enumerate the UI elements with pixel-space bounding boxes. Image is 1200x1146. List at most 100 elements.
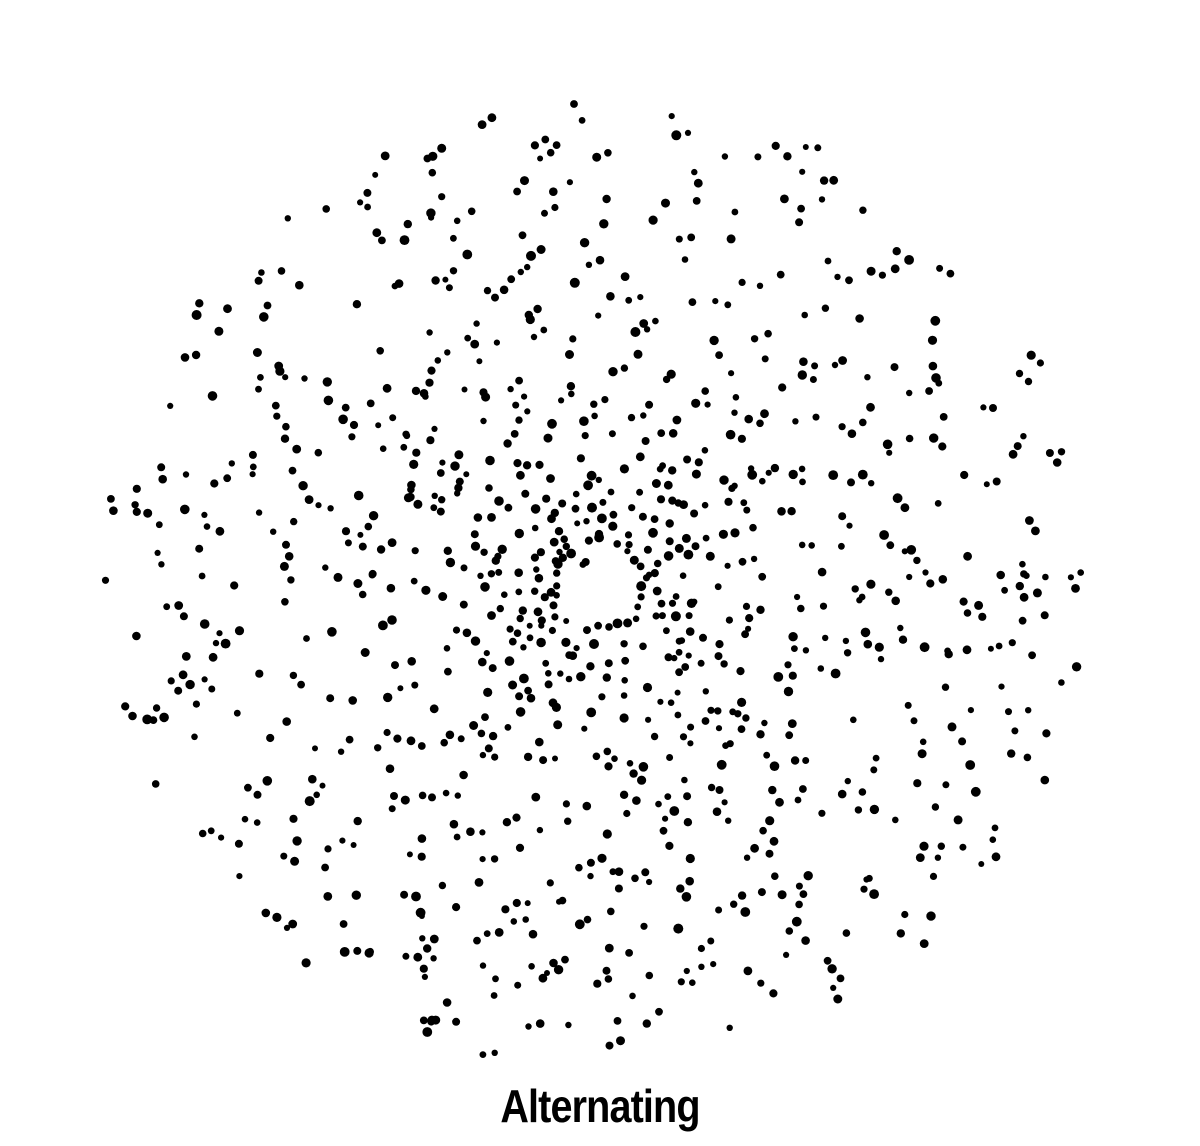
pattern-dot xyxy=(419,935,426,942)
pattern-dot xyxy=(375,422,382,429)
pattern-dot xyxy=(363,188,372,197)
pattern-dot xyxy=(765,816,775,826)
pattern-dot xyxy=(612,618,623,629)
pattern-dot xyxy=(926,579,935,588)
pattern-dot xyxy=(771,872,779,880)
pattern-dot xyxy=(987,645,994,652)
pattern-dot xyxy=(387,538,397,547)
pattern-dot xyxy=(454,483,463,493)
pattern-dot xyxy=(376,545,386,554)
pattern-dot xyxy=(319,782,326,789)
pattern-dot xyxy=(836,974,845,983)
pattern-dot xyxy=(467,207,476,216)
pattern-dot xyxy=(613,1017,622,1025)
pattern-dot xyxy=(494,928,504,937)
pattern-dot xyxy=(1008,639,1016,647)
pattern-dot xyxy=(922,569,929,576)
pattern-dot xyxy=(524,263,531,271)
pattern-dot xyxy=(715,906,723,914)
pattern-dot xyxy=(469,721,479,730)
pattern-dot xyxy=(210,479,219,488)
pattern-dot xyxy=(390,792,398,800)
pattern-dot xyxy=(676,884,685,893)
pattern-dot xyxy=(280,434,290,443)
pattern-dot xyxy=(917,749,927,759)
pattern-dot xyxy=(913,779,922,788)
pattern-dot xyxy=(978,612,987,621)
pattern-dot xyxy=(333,572,343,582)
pattern-dot xyxy=(507,385,514,393)
pattern-dot xyxy=(545,670,552,677)
pattern-dot xyxy=(624,531,633,539)
pattern-dot xyxy=(625,541,633,549)
pattern-dot xyxy=(549,537,559,547)
pattern-dot xyxy=(524,408,531,415)
pattern-dot xyxy=(802,757,810,764)
pattern-dot xyxy=(642,574,651,582)
pattern-dot xyxy=(400,443,408,451)
pattern-dot xyxy=(552,141,561,150)
pattern-dot xyxy=(289,671,298,680)
pattern-dot xyxy=(938,442,947,451)
pattern-dot xyxy=(642,682,653,693)
pattern-dot xyxy=(350,842,357,848)
pattern-dot xyxy=(658,612,666,620)
pattern-dot xyxy=(587,872,594,880)
pattern-dot xyxy=(978,861,985,867)
pattern-dot xyxy=(444,349,451,356)
pattern-dot xyxy=(254,276,263,285)
pattern-dot xyxy=(831,361,839,369)
pattern-dot xyxy=(530,333,538,341)
pattern-dot xyxy=(797,370,807,380)
pattern-dot xyxy=(439,459,446,466)
pattern-dot xyxy=(742,714,750,722)
pattern-dot xyxy=(749,523,757,532)
pattern-dot xyxy=(383,692,393,703)
pattern-dot xyxy=(885,588,893,596)
pattern-dot xyxy=(641,868,650,877)
pattern-dot xyxy=(737,434,747,443)
pattern-dot xyxy=(490,992,498,999)
pattern-dot xyxy=(428,793,436,802)
pattern-dot xyxy=(869,889,879,899)
pattern-dot xyxy=(759,477,766,485)
pattern-dot xyxy=(131,501,139,509)
pattern-dot xyxy=(1026,350,1036,360)
pattern-dot xyxy=(537,155,544,162)
pattern-dot xyxy=(740,499,748,507)
pattern-dot xyxy=(444,667,452,676)
pattern-dot xyxy=(485,484,493,492)
pattern-dot xyxy=(692,197,701,205)
pattern-dot xyxy=(411,386,421,396)
pattern-dot xyxy=(737,891,747,900)
pattern-dot xyxy=(668,429,678,438)
pattern-dot xyxy=(277,267,286,275)
pattern-dot xyxy=(819,176,829,185)
pattern-dot xyxy=(411,681,419,689)
pattern-dot xyxy=(991,824,999,832)
pattern-dot xyxy=(904,255,914,265)
pattern-dot xyxy=(474,878,484,887)
pattern-dot xyxy=(1040,775,1050,785)
pattern-dot xyxy=(802,647,810,654)
pattern-dot xyxy=(159,712,169,723)
pattern-dot xyxy=(668,496,677,505)
pattern-dot xyxy=(338,414,348,425)
pattern-dot xyxy=(327,505,334,512)
pattern-dot xyxy=(533,607,543,617)
pattern-dot xyxy=(323,395,334,406)
pattern-dot xyxy=(829,175,839,185)
pattern-dot xyxy=(759,826,767,835)
pattern-dot xyxy=(253,819,261,826)
pattern-dot xyxy=(790,756,800,765)
pattern-dot xyxy=(707,937,715,945)
pattern-dot xyxy=(163,603,171,611)
pattern-dot xyxy=(636,562,645,571)
pattern-dot xyxy=(289,814,298,823)
pattern-dot xyxy=(1019,592,1029,602)
pattern-dot xyxy=(719,475,729,485)
pattern-dot xyxy=(595,255,605,265)
pattern-dot xyxy=(892,247,901,256)
pattern-dot xyxy=(417,742,426,750)
pattern-dot xyxy=(604,975,613,983)
